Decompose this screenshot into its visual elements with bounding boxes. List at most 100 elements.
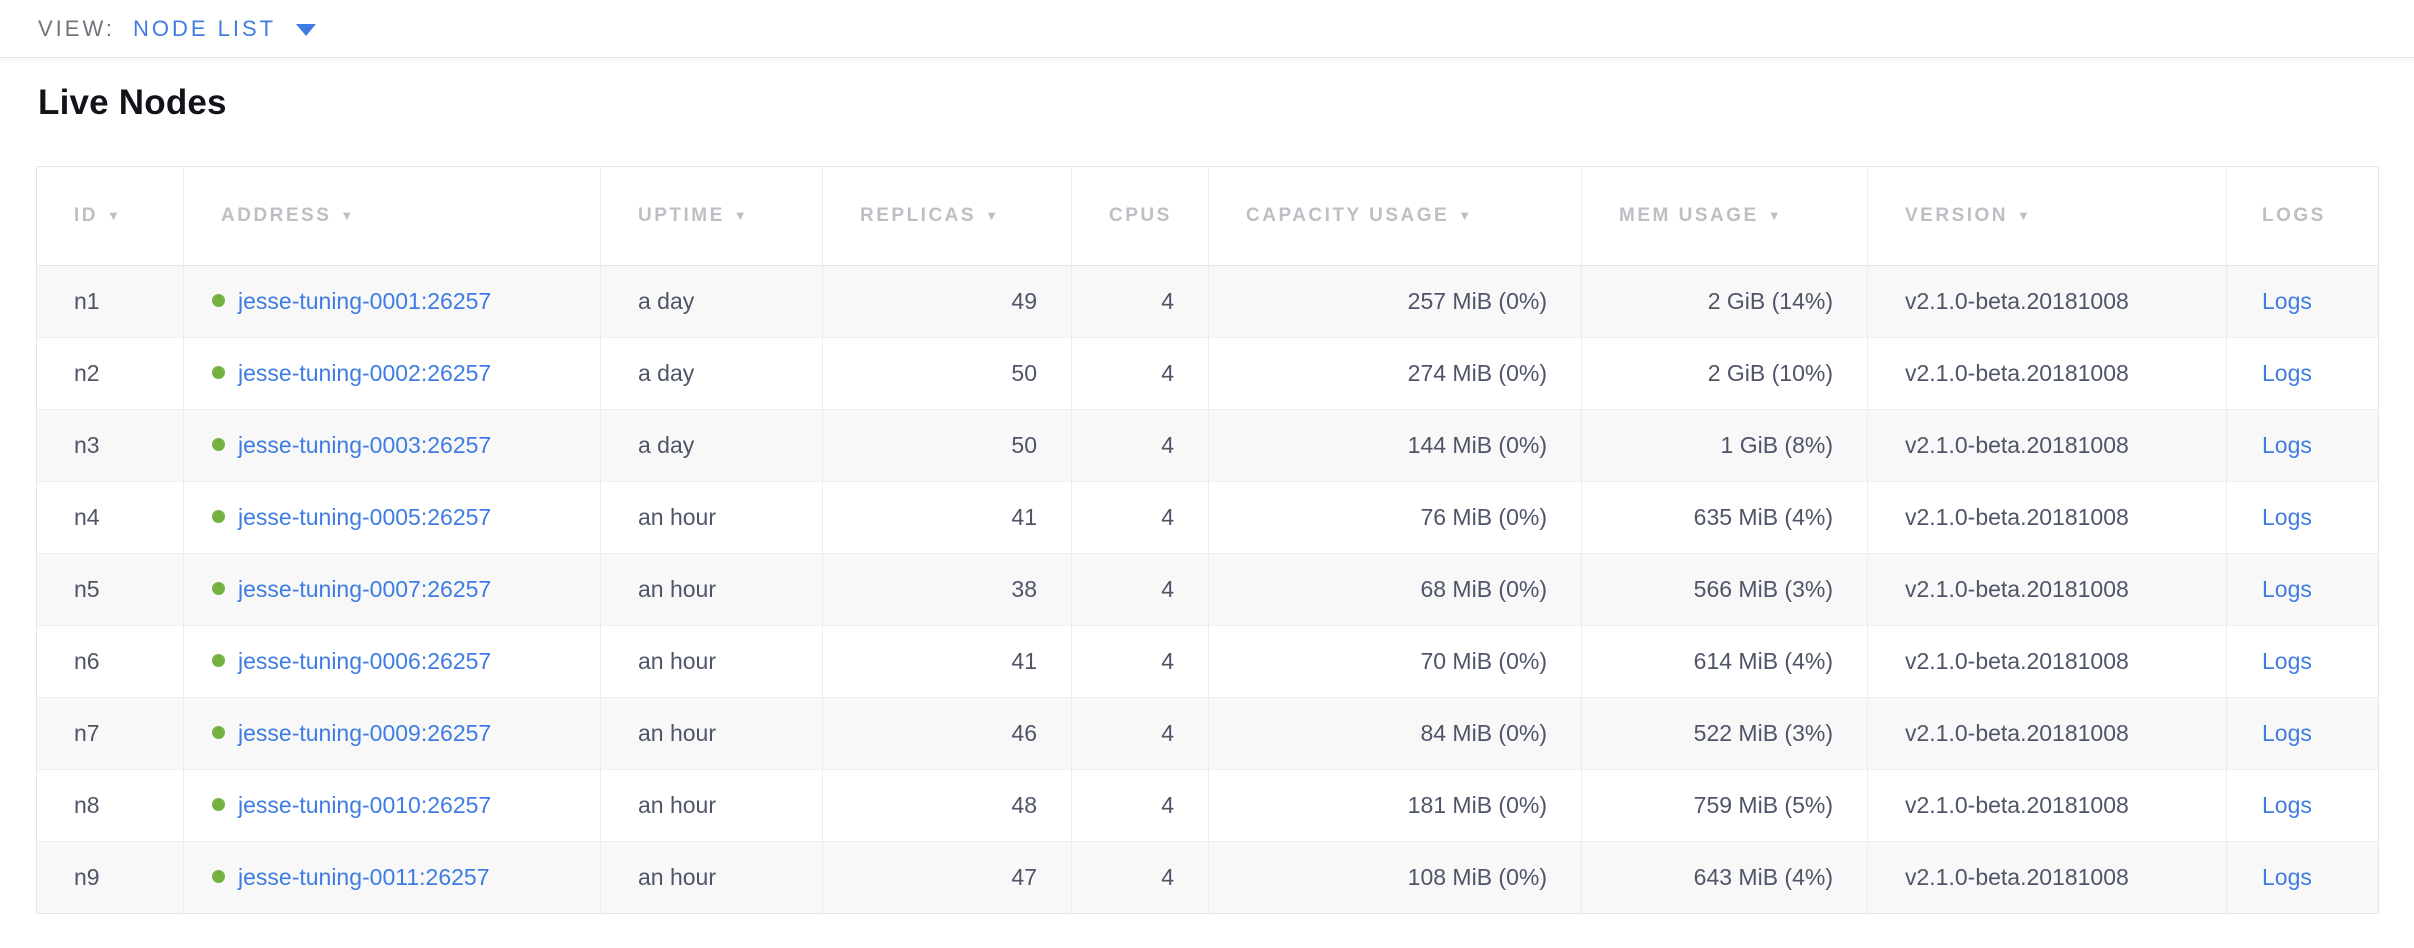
address-cell: jesse-tuning-0006:26257 [184, 626, 601, 698]
logs-link[interactable]: Logs [2262, 864, 2312, 890]
node-address-link[interactable]: jesse-tuning-0010:26257 [238, 792, 491, 818]
id-cell: n3 [37, 410, 184, 482]
address-cell: jesse-tuning-0002:26257 [184, 338, 601, 410]
logs-cell: Logs [2227, 698, 2379, 770]
column-label: CPUS [1109, 205, 1172, 226]
uptime-cell: an hour [601, 770, 823, 842]
view-selected-value[interactable]: NODE LIST [133, 16, 276, 42]
node-address-link[interactable]: jesse-tuning-0003:26257 [238, 432, 491, 458]
node-address-link[interactable]: jesse-tuning-0002:26257 [238, 360, 491, 386]
mem_usage-cell: 614 MiB (4%) [1582, 626, 1868, 698]
logs-link[interactable]: Logs [2262, 360, 2312, 386]
mem_usage-cell: 1 GiB (8%) [1582, 410, 1868, 482]
id-cell: n5 [37, 554, 184, 626]
version-cell: v2.1.0-beta.20181008 [1868, 410, 2227, 482]
column-label: CAPACITY USAGE [1246, 205, 1449, 226]
capacity_usage-cell: 257 MiB (0%) [1209, 266, 1582, 338]
version-cell: v2.1.0-beta.20181008 [1868, 266, 2227, 338]
replicas-cell: 41 [823, 626, 1072, 698]
column-header-replicas[interactable]: REPLICAS▼ [823, 167, 1072, 266]
cpus-cell: 4 [1072, 770, 1209, 842]
column-label: UPTIME [638, 205, 725, 226]
column-header-version[interactable]: VERSION▼ [1868, 167, 2227, 266]
sort-desc-icon: ▼ [1768, 208, 1783, 223]
cpus-cell: 4 [1072, 266, 1209, 338]
column-header-capacity_usage[interactable]: CAPACITY USAGE ▼ [1209, 167, 1582, 266]
version-cell: v2.1.0-beta.20181008 [1868, 626, 2227, 698]
capacity_usage-cell: 76 MiB (0%) [1209, 482, 1582, 554]
logs-cell: Logs [2227, 410, 2379, 482]
cpus-cell: 4 [1072, 410, 1209, 482]
node-address-link[interactable]: jesse-tuning-0001:26257 [238, 288, 491, 314]
logs-cell: Logs [2227, 338, 2379, 410]
capacity_usage-cell: 108 MiB (0%) [1209, 842, 1582, 914]
column-header-address[interactable]: ADDRESS▼ [184, 167, 601, 266]
caret-down-icon [296, 24, 316, 36]
live-status-icon [212, 366, 225, 379]
logs-cell: Logs [2227, 266, 2379, 338]
logs-link[interactable]: Logs [2262, 648, 2312, 674]
live-status-icon [212, 438, 225, 451]
node-address-link[interactable]: jesse-tuning-0006:26257 [238, 648, 491, 674]
live-status-icon [212, 582, 225, 595]
table-row: n2jesse-tuning-0002:26257a day504274 MiB… [37, 338, 2379, 410]
replicas-cell: 38 [823, 554, 1072, 626]
replicas-cell: 41 [823, 482, 1072, 554]
id-cell: n6 [37, 626, 184, 698]
id-cell: n7 [37, 698, 184, 770]
replicas-cell: 50 [823, 338, 1072, 410]
version-cell: v2.1.0-beta.20181008 [1868, 482, 2227, 554]
table-row: n6jesse-tuning-0006:26257an hour41470 Mi… [37, 626, 2379, 698]
live-nodes-section: Live Nodes ID▼ADDRESS▼ UPTIME ▼ REPLICAS▼ CP… [0, 83, 2414, 914]
logs-link[interactable]: Logs [2262, 432, 2312, 458]
header-row: ID▼ADDRESS▼ UPTIME ▼ REPLICAS▼ CPUS CAPACITY … [37, 167, 2379, 266]
node-address-link[interactable]: jesse-tuning-0009:26257 [238, 720, 491, 746]
sort-desc-icon: ▼ [1458, 208, 1473, 223]
column-header-logs: LOGS [2227, 167, 2379, 266]
cpus-cell: 4 [1072, 482, 1209, 554]
node-list-table: ID▼ADDRESS▼ UPTIME ▼ REPLICAS▼ CPUS CAPACITY … [36, 166, 2379, 914]
logs-cell: Logs [2227, 554, 2379, 626]
page-title: Live Nodes [38, 83, 2378, 123]
logs-link[interactable]: Logs [2262, 576, 2312, 602]
node-address-link[interactable]: jesse-tuning-0011:26257 [238, 864, 489, 890]
view-selector-dropdown[interactable]: NODE LIST [133, 16, 316, 42]
logs-cell: Logs [2227, 842, 2379, 914]
sort-desc-icon: ▼ [734, 208, 749, 223]
cpus-cell: 4 [1072, 698, 1209, 770]
logs-cell: Logs [2227, 482, 2379, 554]
replicas-cell: 47 [823, 842, 1072, 914]
uptime-cell: a day [601, 338, 823, 410]
table-row: n5jesse-tuning-0007:26257an hour38468 Mi… [37, 554, 2379, 626]
capacity_usage-cell: 274 MiB (0%) [1209, 338, 1582, 410]
live-status-icon [212, 798, 225, 811]
version-cell: v2.1.0-beta.20181008 [1868, 770, 2227, 842]
table-row: n9jesse-tuning-0011:26257an hour474108 M… [37, 842, 2379, 914]
address-cell: jesse-tuning-0007:26257 [184, 554, 601, 626]
node-address-link[interactable]: jesse-tuning-0005:26257 [238, 504, 491, 530]
logs-link[interactable]: Logs [2262, 720, 2312, 746]
live-status-icon [212, 870, 225, 883]
column-header-mem_usage[interactable]: MEM USAGE▼ [1582, 167, 1868, 266]
column-header-id[interactable]: ID▼ [37, 167, 184, 266]
uptime-cell: an hour [601, 842, 823, 914]
node-address-link[interactable]: jesse-tuning-0007:26257 [238, 576, 491, 602]
logs-link[interactable]: Logs [2262, 288, 2312, 314]
version-cell: v2.1.0-beta.20181008 [1868, 554, 2227, 626]
replicas-cell: 48 [823, 770, 1072, 842]
logs-link[interactable]: Logs [2262, 792, 2312, 818]
column-header-uptime[interactable]: UPTIME ▼ [601, 167, 823, 266]
uptime-cell: an hour [601, 554, 823, 626]
uptime-cell: an hour [601, 698, 823, 770]
mem_usage-cell: 522 MiB (3%) [1582, 698, 1868, 770]
logs-link[interactable]: Logs [2262, 504, 2312, 530]
replicas-cell: 46 [823, 698, 1072, 770]
capacity_usage-cell: 84 MiB (0%) [1209, 698, 1582, 770]
uptime-cell: a day [601, 410, 823, 482]
mem_usage-cell: 635 MiB (4%) [1582, 482, 1868, 554]
column-label: LOGS [2262, 205, 2326, 226]
address-cell: jesse-tuning-0011:26257 [184, 842, 601, 914]
node-table-header: ID▼ADDRESS▼ UPTIME ▼ REPLICAS▼ CPUS CAPACITY … [37, 167, 2379, 266]
column-header-cpus: CPUS [1072, 167, 1209, 266]
address-cell: jesse-tuning-0005:26257 [184, 482, 601, 554]
